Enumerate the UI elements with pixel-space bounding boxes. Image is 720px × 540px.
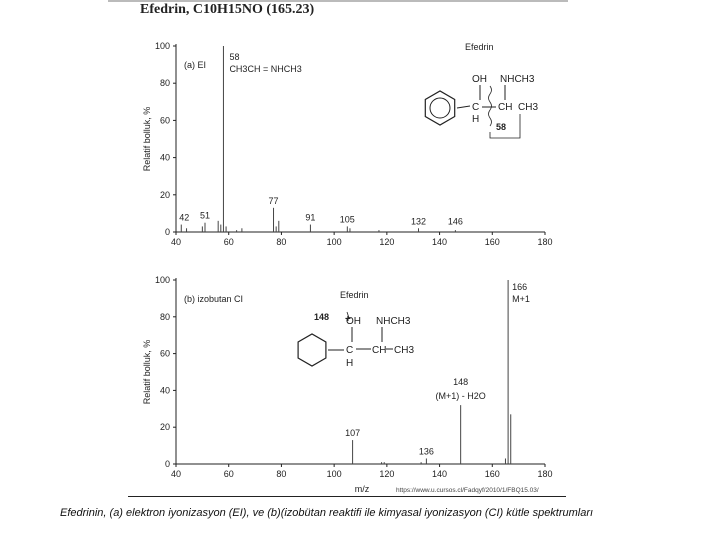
y-tick-label: 80 (160, 312, 170, 322)
y-tick-label: 0 (165, 227, 170, 237)
peak-annotation: 166 (512, 282, 527, 292)
y-tick-label: 40 (160, 153, 170, 163)
peak-annotation: 77 (269, 196, 279, 206)
peak-annotation: 51 (200, 211, 210, 221)
benzene-ring (297, 333, 327, 367)
panel-label: (a) EI (184, 60, 206, 70)
structure-label: CH (372, 345, 386, 356)
x-tick-label: 60 (224, 469, 234, 479)
x-tick-label: 120 (379, 469, 394, 479)
x-tick-label: 60 (224, 237, 234, 247)
y-tick-label: 100 (155, 41, 170, 51)
peak-annotation: 105 (340, 214, 355, 224)
x-tick-label: 100 (327, 469, 342, 479)
structure-label: CH3 (394, 345, 414, 356)
fragment-bracket (489, 114, 521, 139)
x-tick-label: 140 (432, 469, 447, 479)
peak-annotation: 148 (453, 377, 468, 387)
x-tick-label: 100 (327, 237, 342, 247)
peak-annotation: 136 (419, 446, 434, 456)
x-tick-label: 180 (537, 469, 552, 479)
structure-name: Efedrin (340, 290, 369, 300)
peak-annotation: 132 (411, 216, 426, 226)
y-tick-label: 100 (155, 275, 170, 285)
ephedrine-structure: Efedrin OH NHCH3 C CH CH3 H 58 (424, 42, 538, 139)
x-tick-label: 40 (171, 237, 181, 247)
panel-a-ei: 0 20 40 60 80 100 40 60 80 100 120 140 160 180 Relatif… (142, 41, 553, 247)
title-rule (108, 0, 568, 2)
structure-name: Efedrin (465, 42, 494, 52)
structure-label: 58 (496, 122, 506, 132)
charge-plus: + (345, 314, 351, 325)
x-tick-label: 160 (485, 237, 500, 247)
peak-annotation: (M+1) - H2O (436, 391, 486, 401)
x-tick-label: 160 (485, 469, 500, 479)
y-tick-label: 60 (160, 349, 170, 359)
structure-label: H (346, 358, 353, 369)
benzene-ring (424, 90, 456, 126)
peak-annotation: 107 (345, 428, 360, 438)
x-tick-label: 140 (432, 237, 447, 247)
x-tick-label: 80 (276, 469, 286, 479)
peak-annotation: 146 (448, 216, 463, 226)
bond (346, 311, 350, 319)
peak-annotation: 91 (305, 213, 315, 223)
peak-annotation: 42 (179, 213, 189, 223)
structure-label: H (472, 114, 479, 125)
y-axis-label: Relatif bolluk, % (142, 107, 152, 172)
x-tick-label: 80 (276, 237, 286, 247)
y-tick-label: 20 (160, 190, 170, 200)
ephedrine-structure: Efedrin 148 +OH NHCH3 C CH CH3 H (297, 290, 414, 369)
y-tick-label: 80 (160, 78, 170, 88)
figure-title: Efedrin, C10H15NO (165.23) (140, 2, 315, 17)
x-tick-label: 120 (379, 237, 394, 247)
structure-label: 148 (314, 312, 329, 322)
figure-caption: Efedrinin, (a) elektron iyonizasyon (EI)… (60, 507, 594, 519)
y-tick-label: 40 (160, 385, 170, 395)
y-axis-label: Relatif bolluk, % (142, 340, 152, 405)
y-tick-label: 60 (160, 115, 170, 125)
x-axis-label: m/z (355, 484, 370, 494)
bond (456, 105, 471, 109)
structure-label: C (346, 345, 353, 356)
structure-label: OH (472, 74, 487, 85)
peak-annotation: CH3CH = NHCH3 (229, 64, 301, 74)
x-tick-label: 180 (537, 237, 552, 247)
peak-annotation: M+1 (512, 294, 530, 304)
peak-annotation: 58 (229, 52, 239, 62)
structure-label: CH (498, 102, 512, 113)
source-url: https://www.u.cursos.cl/Fadqyf/2010/1/FB… (396, 487, 539, 494)
structure-label: C (472, 102, 479, 113)
panel-label: (b) izobutan CI (184, 294, 243, 304)
structure-label: NHCH3 (500, 74, 535, 85)
x-tick-label: 40 (171, 469, 181, 479)
panel-b-ci: 0 20 40 60 80 100 40 60 80 100 120 140 160 180 Relatif… (142, 275, 553, 494)
y-tick-label: 20 (160, 422, 170, 432)
cleavage-mark (488, 85, 492, 127)
structure-label: OH (346, 316, 361, 327)
y-tick-label: 0 (165, 459, 170, 469)
aromatic-circle (429, 97, 451, 119)
bottom-rule (128, 496, 566, 497)
structure-label: CH3 (518, 102, 538, 113)
structure-label: NHCH3 (376, 316, 411, 327)
